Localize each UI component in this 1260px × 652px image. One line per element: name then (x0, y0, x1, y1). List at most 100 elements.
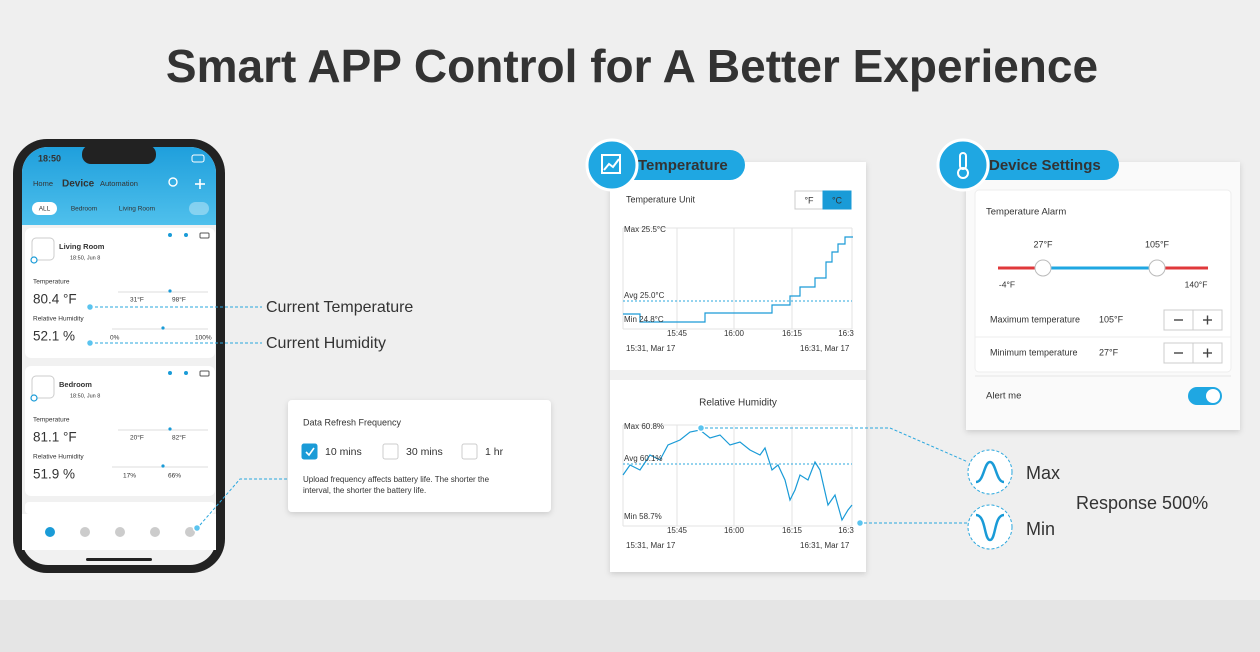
range-min: -4°F (999, 279, 1015, 289)
badge-icon (601, 154, 621, 174)
legend-icon (975, 513, 1005, 542)
bt-icon (168, 233, 172, 237)
device-dot (30, 256, 38, 264)
range-max: 82°F (172, 434, 186, 442)
thermo-bulb (957, 167, 969, 179)
chart-panel (610, 162, 866, 572)
phone-header (22, 147, 216, 225)
checkbox[interactable] (301, 443, 318, 460)
nav-icon[interactable] (185, 527, 195, 537)
device-name: Bedroom (59, 380, 92, 389)
refresh-note: Upload frequency affects battery life. T… (303, 475, 490, 484)
range-min: 0% (110, 335, 120, 342)
data-line (622, 429, 853, 522)
alarm-title: Temperature Alarm (986, 207, 1066, 218)
device-card (25, 502, 215, 514)
option-label: 1 hr (485, 446, 504, 458)
slider-knob[interactable] (1148, 259, 1166, 277)
nav-icon[interactable] (115, 527, 125, 537)
callout-dot (85, 338, 95, 348)
slider-knob[interactable] (1034, 259, 1052, 277)
range-max: 66% (168, 473, 181, 480)
badge-text: Device Settings (989, 157, 1101, 174)
callout-dot (696, 423, 706, 433)
bottom-band (0, 600, 1260, 652)
hum-value: 52.1 % (33, 329, 75, 344)
x-label: 16:3 (838, 526, 854, 535)
end-time: 16:31, Mar 17 (800, 344, 850, 353)
checkbox[interactable] (382, 443, 399, 460)
unit-text: °C (832, 195, 843, 205)
row-label: Maximum temperature (990, 314, 1080, 324)
unit-text: °F (804, 195, 814, 205)
filter[interactable]: Bedroom (71, 206, 97, 213)
legend-response: Response 500% (1076, 493, 1208, 513)
max-label: Max 25.5°C (624, 225, 666, 234)
tab[interactable]: Device (62, 179, 95, 190)
unit-label: Temperature Unit (626, 194, 696, 204)
range-min: 20°F (130, 434, 144, 442)
high-label: 105°F (1145, 239, 1170, 249)
refresh-panel (288, 400, 551, 512)
row-value: 27°F (1099, 347, 1119, 357)
row-label: Minimum temperature (990, 347, 1078, 357)
range-min: 31°F (130, 296, 144, 304)
separator (610, 370, 866, 380)
avg-label: Avg 60.1% (624, 454, 663, 463)
range-max: 140°F (1185, 279, 1208, 289)
callout-dot (85, 302, 95, 312)
callout-text: Current Temperature (266, 299, 413, 316)
home-bar (86, 558, 152, 561)
temp-label: Temperature (33, 417, 70, 424)
temp-marker (168, 427, 172, 431)
x-label: 15:45 (667, 329, 688, 338)
nav-icon[interactable] (45, 527, 55, 537)
range-max: 100% (195, 335, 212, 342)
temp-marker (168, 289, 172, 293)
nav-icon[interactable] (80, 527, 90, 537)
tab[interactable]: Home (33, 179, 53, 188)
temp-value: 80.4 °F (33, 292, 77, 307)
battery (191, 154, 205, 163)
legend-min: Min (1026, 519, 1055, 539)
callout-line (705, 427, 969, 463)
x-label: 16:15 (782, 329, 803, 338)
badge-pill (963, 150, 1119, 180)
avg-label: Avg 25.0°C (624, 291, 665, 300)
callout-line (199, 478, 288, 526)
device-card (25, 228, 215, 358)
device-icon (31, 237, 55, 261)
unit-button[interactable] (822, 190, 852, 210)
refresh-title: Data Refresh Frequency (303, 417, 402, 427)
checkbox[interactable] (461, 443, 478, 460)
status-time: 18:50 (38, 153, 61, 163)
filter[interactable]: Living Room (119, 206, 155, 213)
badge-pill (612, 150, 745, 180)
badge-circle (585, 138, 639, 192)
row-value: 105°F (1099, 314, 1124, 324)
badge-circle (936, 138, 990, 192)
wifi-icon (184, 371, 188, 375)
hum-label: Relative Humidity (33, 316, 84, 323)
device-name: Living Room (59, 242, 105, 251)
user-icon (168, 177, 178, 187)
data-line (623, 236, 853, 323)
min-label: Min 24.8°C (624, 315, 664, 324)
temp-value: 81.1 °F (33, 430, 77, 445)
legend-circle (967, 449, 1013, 495)
device-time: 18:50, Jun 8 (70, 393, 100, 399)
option-label: 30 mins (406, 446, 443, 458)
tab[interactable]: Automation (100, 179, 138, 188)
bt-icon (168, 371, 172, 375)
filter[interactable]: ALL (39, 206, 51, 213)
nav-icon[interactable] (150, 527, 160, 537)
option-label: 10 mins (325, 446, 362, 458)
notch (82, 145, 156, 164)
start-time: 15:31, Mar 17 (626, 541, 676, 550)
alert-label: Alert me (986, 391, 1021, 402)
temp-label: Temperature (33, 279, 70, 286)
x-label: 16:00 (724, 526, 745, 535)
badge-text: Temperature (638, 157, 728, 174)
